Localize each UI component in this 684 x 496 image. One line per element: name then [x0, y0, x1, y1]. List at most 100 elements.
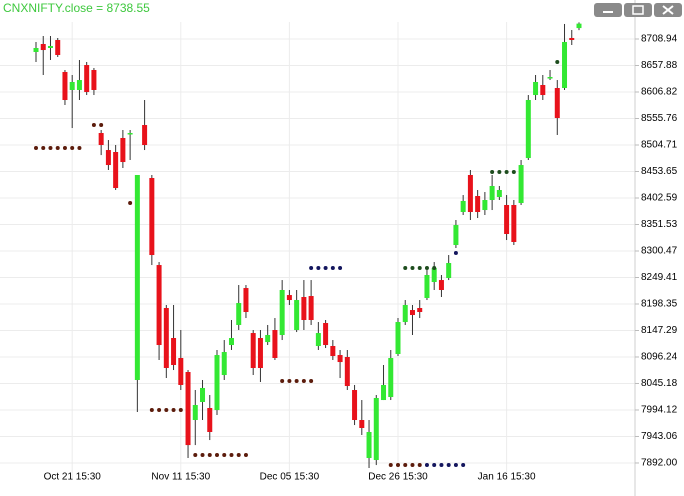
candle-body [373, 398, 379, 461]
candle-body [47, 45, 53, 49]
candle-body [424, 275, 430, 298]
y-tick-label: 8045.18 [641, 378, 678, 389]
indicator-dot [490, 169, 495, 174]
candle-body [207, 408, 213, 432]
y-tick-label: 8453.65 [641, 166, 678, 177]
y-tick-label: 8657.88 [641, 60, 678, 71]
candle-body [511, 204, 517, 242]
indicator-dot [164, 408, 169, 413]
candle-body [366, 431, 372, 458]
candle-body [547, 77, 553, 79]
candle-body [489, 185, 495, 201]
candle-body [453, 225, 459, 246]
candle-body [55, 40, 61, 56]
candle-body [127, 133, 133, 135]
y-tick-label: 8147.29 [641, 325, 678, 336]
y-tick-label: 7892.00 [641, 458, 678, 469]
candle-body [171, 338, 177, 365]
candle-body [518, 165, 524, 204]
indicator-dot [243, 453, 248, 458]
indicator-dot [309, 379, 314, 384]
indicator-dot [48, 146, 53, 151]
candle-body [228, 338, 234, 346]
indicator-dot [280, 379, 285, 384]
indicator-dot [236, 453, 241, 458]
indicator-dot [301, 379, 306, 384]
y-tick-label: 8300.47 [641, 246, 678, 257]
candle-body [381, 384, 387, 401]
indicator-dot [396, 463, 400, 468]
candle-body [446, 263, 452, 279]
candle-body [134, 174, 140, 380]
chart-title: CNXNIFTY.close = 8738.55 [3, 1, 150, 15]
window-buttons [594, 3, 682, 17]
candle-body [163, 308, 169, 369]
candle-body [330, 345, 336, 357]
indicator-dot [497, 169, 502, 174]
indicator-dot [287, 379, 292, 384]
indicator-dot [417, 463, 422, 468]
candle-body [388, 357, 394, 398]
candle-body [467, 174, 473, 212]
candle-body [91, 70, 97, 90]
indicator-dot [511, 169, 516, 174]
candle-body [257, 338, 263, 369]
indicator-dot [207, 453, 212, 458]
candle-body [323, 323, 329, 346]
indicator-dot [504, 169, 509, 174]
minimize-icon [603, 11, 613, 13]
candle-body [562, 41, 568, 89]
y-tick-label: 8402.59 [641, 193, 678, 204]
candle-body [149, 178, 155, 256]
candle-body [185, 372, 191, 446]
indicator-dot [316, 265, 321, 270]
candle-body [120, 137, 126, 163]
indicator-dot [41, 146, 46, 151]
candle-body [576, 23, 582, 29]
candle-body [40, 44, 46, 51]
candle-body [279, 290, 285, 335]
y-tick-label: 8198.35 [641, 299, 678, 310]
candle-body [286, 295, 292, 301]
candle-body [402, 304, 408, 323]
candle-body [569, 37, 575, 41]
indicator-dot [439, 463, 444, 468]
indicator-dot [424, 265, 429, 270]
indicator-dot [294, 379, 299, 384]
candle-body [352, 390, 358, 421]
candle-body [76, 80, 82, 90]
candle-body [69, 81, 75, 90]
maximize-button[interactable] [624, 3, 652, 17]
indicator-dot [403, 265, 408, 270]
candle-body [525, 100, 531, 159]
x-tick-label: Jan 16 15:30 [478, 472, 536, 483]
x-tick-label: Dec 26 15:30 [368, 472, 428, 483]
indicator-dot [410, 265, 415, 270]
candle-body [337, 355, 343, 363]
y-tick-label: 8504.71 [641, 140, 678, 151]
indicator-dot [417, 265, 422, 270]
indicator-dot [410, 463, 415, 468]
indicator-dot [453, 250, 458, 255]
candle-body [105, 150, 111, 166]
indicator-dot [229, 453, 234, 458]
indicator-dot [178, 408, 183, 413]
indicator-dot [77, 146, 82, 151]
candle-body [395, 322, 401, 354]
indicator-dot [432, 265, 437, 270]
indicator-dot [99, 123, 104, 128]
indicator-dot [461, 463, 466, 468]
candle-body [554, 88, 560, 119]
candle-body [192, 405, 198, 421]
indicator-dot [222, 453, 227, 458]
indicator-dot [200, 453, 205, 458]
candle-body [178, 357, 184, 385]
indicator-dot [330, 265, 335, 270]
minimize-button[interactable] [594, 3, 622, 17]
y-tick-label: 8351.53 [641, 219, 678, 230]
indicator-dot [62, 146, 67, 151]
candle-body [294, 300, 300, 331]
candle-body [200, 387, 206, 402]
